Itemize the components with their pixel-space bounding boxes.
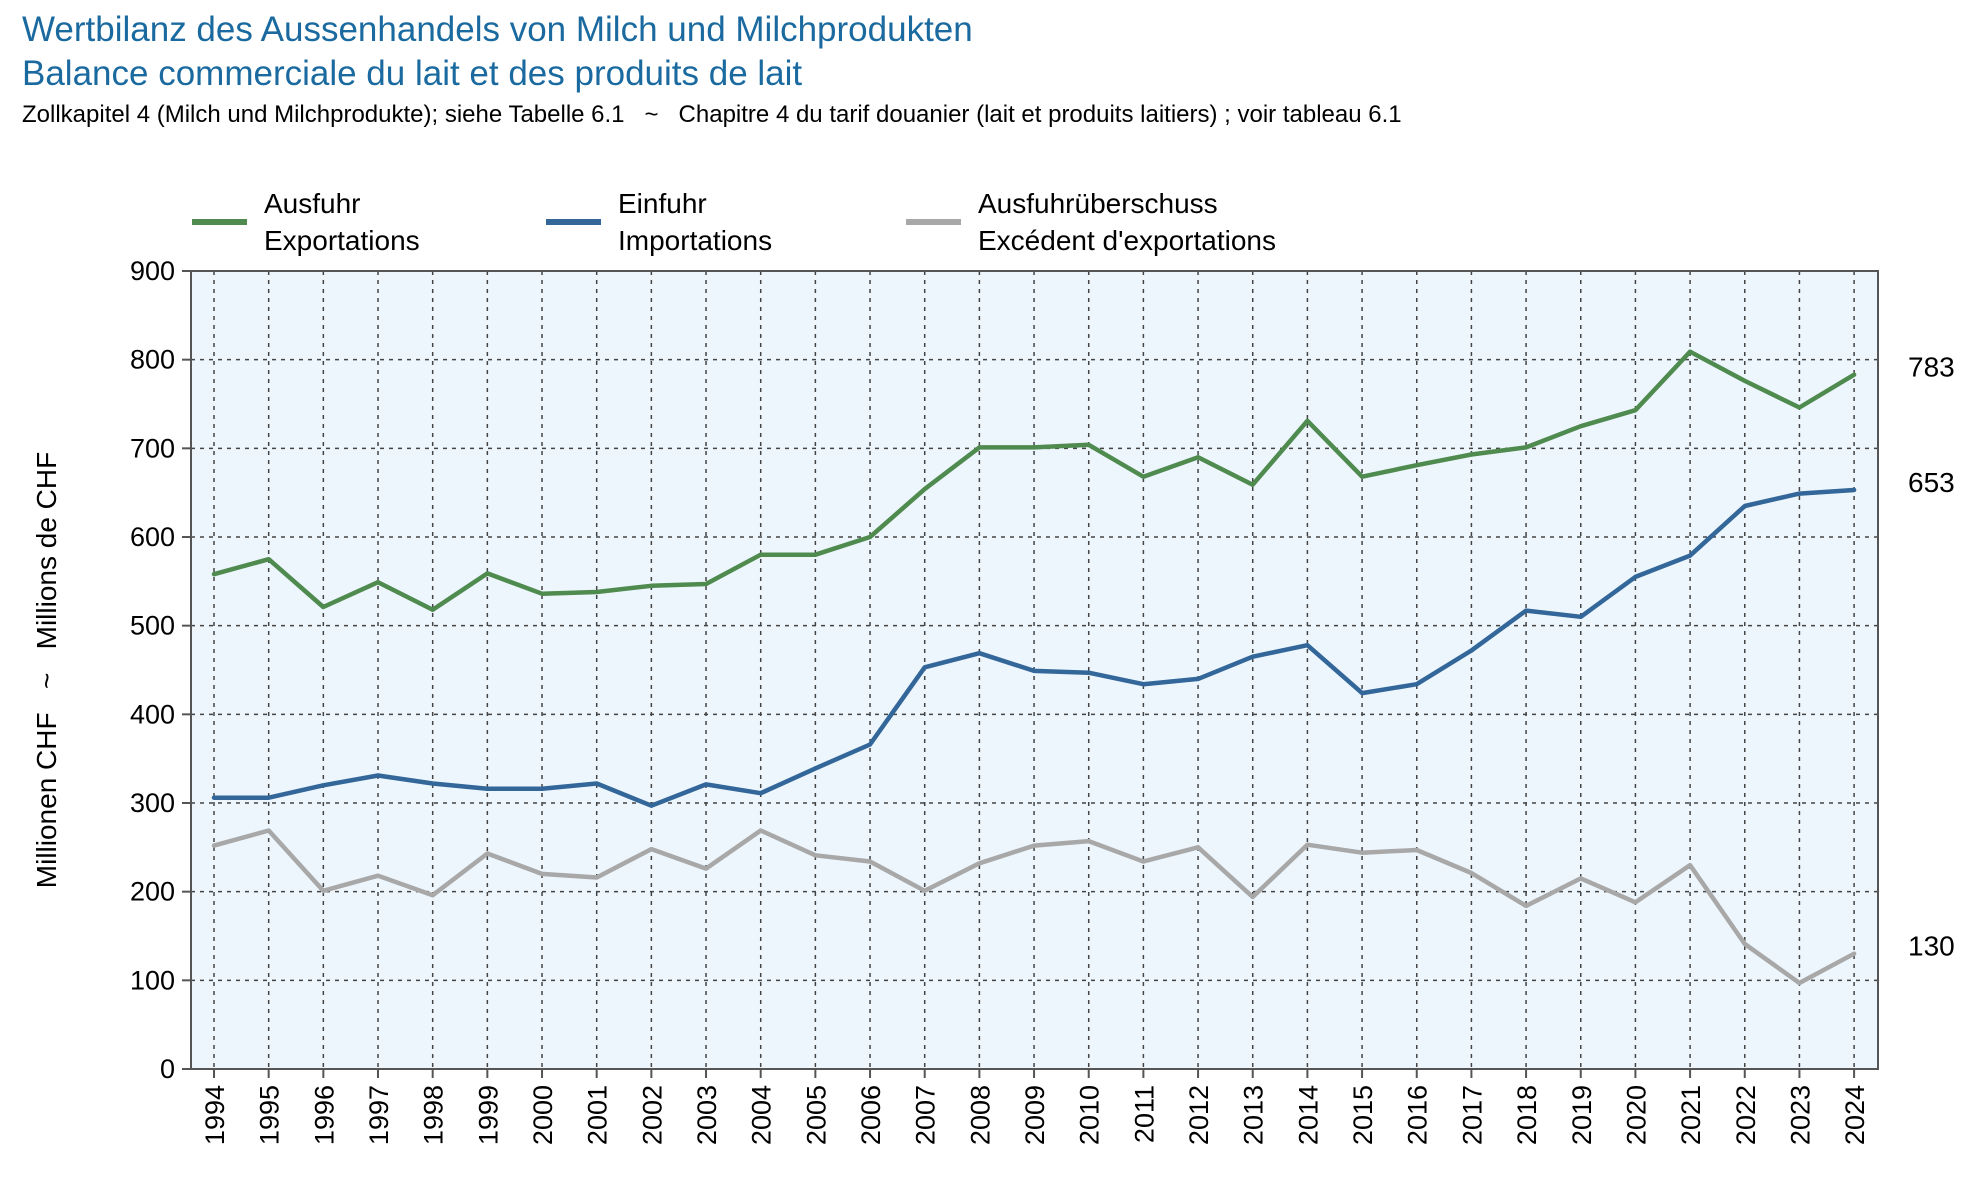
legend-label-import-fr: Importations: [618, 225, 772, 256]
y-tick-label: 900: [130, 256, 175, 286]
end-label-surplus: 130: [1908, 931, 1955, 962]
y-tick-label: 200: [130, 877, 175, 907]
y-tick-label: 100: [130, 965, 175, 995]
legend-label-export-de: Ausfuhr: [264, 188, 361, 219]
x-tick-label: 1996: [309, 1085, 339, 1145]
x-tick-label: 2006: [856, 1085, 886, 1145]
x-tick-label: 2011: [1129, 1085, 1159, 1143]
x-tick-label: 2007: [911, 1085, 941, 1145]
x-tick-label: 2019: [1567, 1085, 1597, 1145]
x-tick-label: 1998: [419, 1085, 449, 1145]
x-tick-label: 1994: [200, 1085, 230, 1145]
x-tick-label: 2022: [1731, 1085, 1761, 1145]
legend-label-surplus-fr: Excédent d'exportations: [978, 225, 1276, 256]
x-tick-label: 2017: [1457, 1085, 1487, 1145]
legend-label-surplus-de: Ausfuhrüberschuss: [978, 188, 1218, 219]
x-tick-label: 2013: [1239, 1085, 1269, 1145]
y-tick-label: 600: [130, 522, 175, 552]
x-tick-label: 2001: [583, 1085, 613, 1145]
x-tick-label: 2016: [1403, 1085, 1433, 1145]
end-label-export: 783: [1908, 352, 1955, 383]
x-tick-label: 2000: [528, 1085, 558, 1145]
chart-title-fr: Balance commerciale du lait et des produ…: [22, 54, 803, 93]
x-tick-label: 2008: [965, 1085, 995, 1145]
y-tick-label: 800: [130, 345, 175, 375]
axes: 0 100 200 300 400 500 600 700 800 900 1994 1995 1996…: [130, 256, 1879, 1145]
end-labels: 783 653 130: [1908, 352, 1955, 962]
series-lines: [211, 349, 1857, 986]
header: Wertbilanz des Aussenhandels von Milch u…: [22, 8, 1402, 130]
x-tick-label: 2012: [1184, 1085, 1214, 1145]
x-tick-label: 2002: [637, 1085, 667, 1145]
y-tick-label: 400: [130, 699, 175, 729]
x-tick-label: 1999: [473, 1085, 503, 1145]
x-tick-label: 2010: [1075, 1085, 1105, 1145]
legend-label-import-de: Einfuhr: [618, 188, 707, 219]
chart-title-de: Wertbilanz des Aussenhandels von Milch u…: [22, 10, 973, 49]
x-tick-label: 2005: [801, 1085, 831, 1145]
x-tick-label: 1995: [255, 1085, 285, 1145]
series-line-surplus: [211, 828, 1857, 986]
legend: Ausfuhr Exportations Einfuhr Importations Au…: [192, 188, 1276, 256]
x-tick-label: 2023: [1785, 1085, 1815, 1145]
plot-frame: [190, 270, 1879, 1070]
x-tick-label: 2024: [1840, 1085, 1870, 1145]
y-tick-label: 300: [130, 788, 175, 818]
x-tick-label: 1997: [364, 1085, 394, 1145]
end-label-import: 653: [1908, 467, 1955, 498]
y-tick-label: 0: [160, 1054, 175, 1084]
x-tick-label: 2020: [1621, 1085, 1651, 1145]
x-tick-label: 2014: [1293, 1085, 1323, 1145]
y-tick-label: 700: [130, 433, 175, 463]
chart-subtitle: Zollkapitel 4 (Milch und Milchprodukte);…: [22, 101, 1402, 128]
legend-label-export-fr: Exportations: [264, 225, 420, 256]
y-tick-label: 500: [130, 611, 175, 641]
x-tick-label: 2003: [692, 1085, 722, 1145]
x-tick-label: 2018: [1512, 1085, 1542, 1145]
x-tick-label: 2009: [1020, 1085, 1050, 1145]
x-tick-label: 2015: [1348, 1085, 1378, 1145]
x-tick-label: 2021: [1676, 1085, 1706, 1145]
series-line-import: [211, 487, 1857, 808]
x-tick-label: 2004: [747, 1085, 777, 1145]
series-line-export: [211, 349, 1857, 612]
y-axis-label: Millionen CHF ~ Millions de CHF: [31, 452, 62, 888]
